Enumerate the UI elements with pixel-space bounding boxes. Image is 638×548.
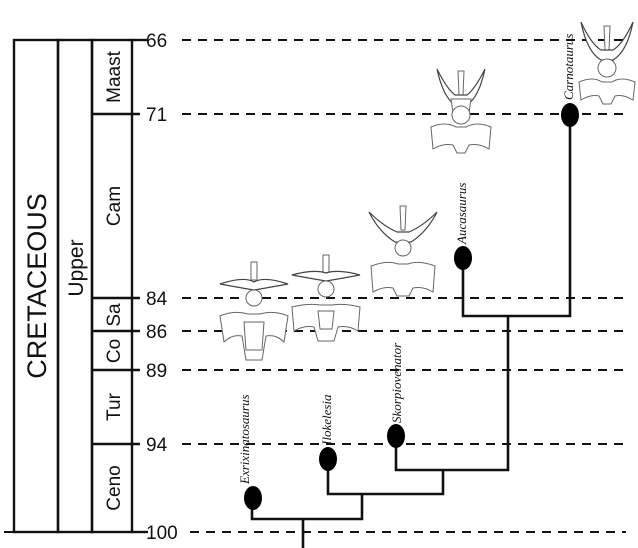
taxon-label-aucasaurus: Aucasaurus — [454, 183, 469, 245]
age-label-66: 66 — [146, 31, 167, 52]
age-label-100: 100 — [146, 523, 178, 544]
taxon-labels: Exrixinatosaurus Ilokelesia Skorpiovenat… — [237, 34, 576, 485]
period-label: CRETACEOUS — [22, 193, 52, 379]
node-skorpiovenator — [387, 424, 405, 448]
branch — [326, 464, 445, 496]
stage-label-sa: Sa — [104, 303, 125, 327]
taxon-label-skorpiovenator: Skorpiovenator — [389, 342, 404, 423]
branch — [250, 494, 364, 521]
age-label-94: 94 — [146, 435, 168, 456]
age-label-86: 86 — [146, 322, 167, 343]
taxon-label-exrixinatosaurus: Exrixinatosaurus — [237, 394, 252, 485]
age-label-89: 89 — [146, 361, 167, 382]
taxon-label-carnotaurus: Carnotaurus — [561, 34, 576, 100]
stages-box — [90, 38, 134, 534]
stage-label-tur: Tur — [104, 392, 125, 420]
stage-label-maast: Maast — [104, 50, 125, 102]
stage-label-ceno: Ceno — [104, 465, 125, 510]
vertebra-icon — [430, 68, 492, 154]
age-label-71: 71 — [146, 105, 167, 126]
vertebra-icon — [578, 21, 636, 105]
node-exrixinatosaurus — [244, 486, 262, 510]
node-aucasaurus — [454, 246, 472, 270]
stratigraphic-column: CRETACEOUS Upper Maast Cam Sa Co Tur Cen… — [12, 38, 148, 534]
cladogram — [244, 103, 579, 548]
age-label-84: 84 — [146, 289, 168, 310]
stage-label-co: Co — [104, 339, 125, 363]
node-ilokelesia — [319, 447, 337, 471]
stage-label-cam: Cam — [104, 186, 125, 226]
node-carnotaurus — [561, 103, 579, 127]
vertebra-icon — [219, 261, 289, 361]
vertebra-icon — [368, 205, 438, 297]
vertebra-icon — [291, 254, 361, 342]
taxon-label-ilokelesia: Ilokelesia — [319, 394, 334, 446]
vertebra-illustrations — [219, 21, 636, 361]
branch — [394, 316, 510, 472]
time-scale: 66 71 84 86 89 94 100 — [4, 31, 626, 544]
epoch-label: Upper — [65, 239, 88, 296]
branch — [461, 120, 572, 318]
